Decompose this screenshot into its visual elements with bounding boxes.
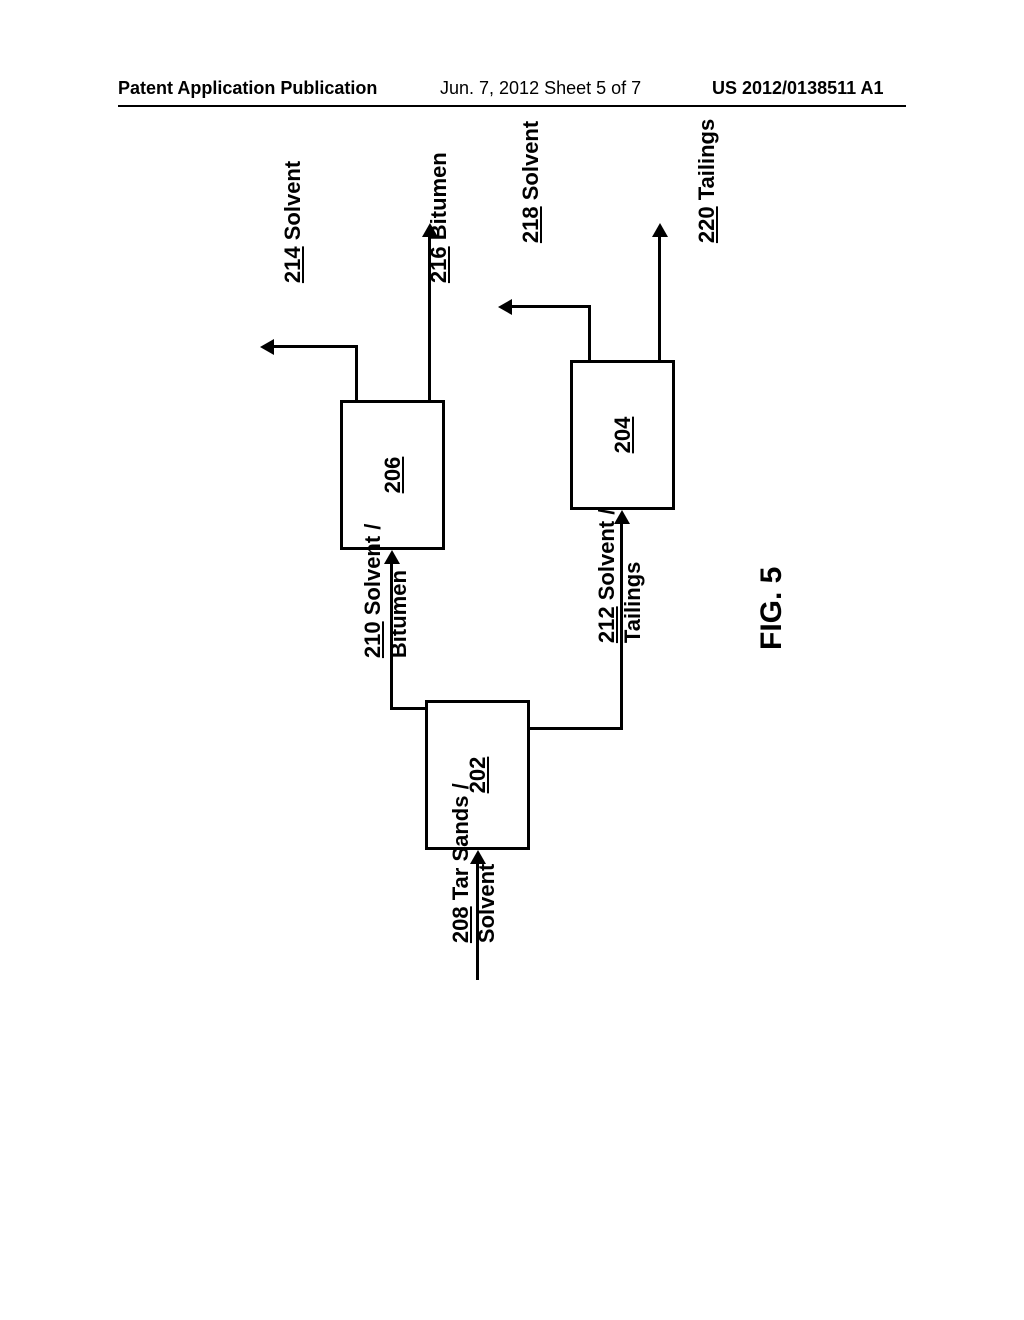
label-218: 218 Solvent [492, 121, 570, 292]
pub-number: US 2012/0138511 A1 [712, 78, 883, 99]
pub-type: Patent Application Publication [118, 78, 377, 99]
label-216-text: Bitumen [426, 152, 451, 246]
arrow-218-h [588, 305, 591, 360]
label-212: 212 Solvent / Tailings [568, 509, 672, 692]
label-212-num: 212 [594, 606, 619, 643]
label-220-num: 220 [694, 206, 719, 243]
label-208: 208 Tar Sands / Solvent [422, 783, 526, 992]
block-204-label: 204 [610, 417, 636, 454]
label-210-text: Solvent / Bitumen [360, 524, 411, 707]
arrow-220-h [658, 235, 661, 360]
label-218-num: 218 [518, 206, 543, 243]
label-220-text: Tailings [694, 119, 719, 207]
header-rule [118, 105, 906, 107]
label-210: 210 Solvent / Bitumen [334, 524, 438, 707]
label-218-text: Solvent [518, 121, 543, 207]
arrow-214-v [272, 345, 358, 348]
figure-label: FIG. 5 [755, 567, 789, 650]
label-210-num: 210 [360, 621, 385, 658]
arrow-218-v [510, 305, 591, 308]
arrow-212-v [530, 727, 620, 730]
date-sheet: Jun. 7, 2012 Sheet 5 of 7 [440, 78, 641, 99]
arrow-214-h [355, 345, 358, 400]
label-216-num: 216 [426, 246, 451, 283]
diagram-wrap: 202 206 204 208 Tar Sands / Solvent 2 [210, 200, 810, 1020]
page: Patent Application Publication Jun. 7, 2… [0, 0, 1024, 1320]
label-214-text: Solvent [280, 161, 305, 247]
arrow-218-head [498, 299, 512, 315]
label-216: 216 Bitumen [400, 152, 478, 332]
block-204: 204 [570, 360, 675, 510]
label-214-num: 214 [280, 246, 305, 283]
block-206-label: 206 [380, 457, 406, 494]
label-220: 220 Tailings [668, 119, 746, 292]
label-208-text: Tar Sands / Solvent [448, 783, 499, 992]
label-214: 214 Solvent [254, 161, 332, 332]
arrow-220-head [652, 223, 668, 237]
flow-diagram: 202 206 204 208 Tar Sands / Solvent 2 [210, 200, 810, 1020]
label-212-text: Solvent / Tailings [594, 509, 645, 692]
arrow-214-head [260, 339, 274, 355]
arrow-210-v [390, 707, 425, 710]
label-208-num: 208 [448, 906, 473, 943]
